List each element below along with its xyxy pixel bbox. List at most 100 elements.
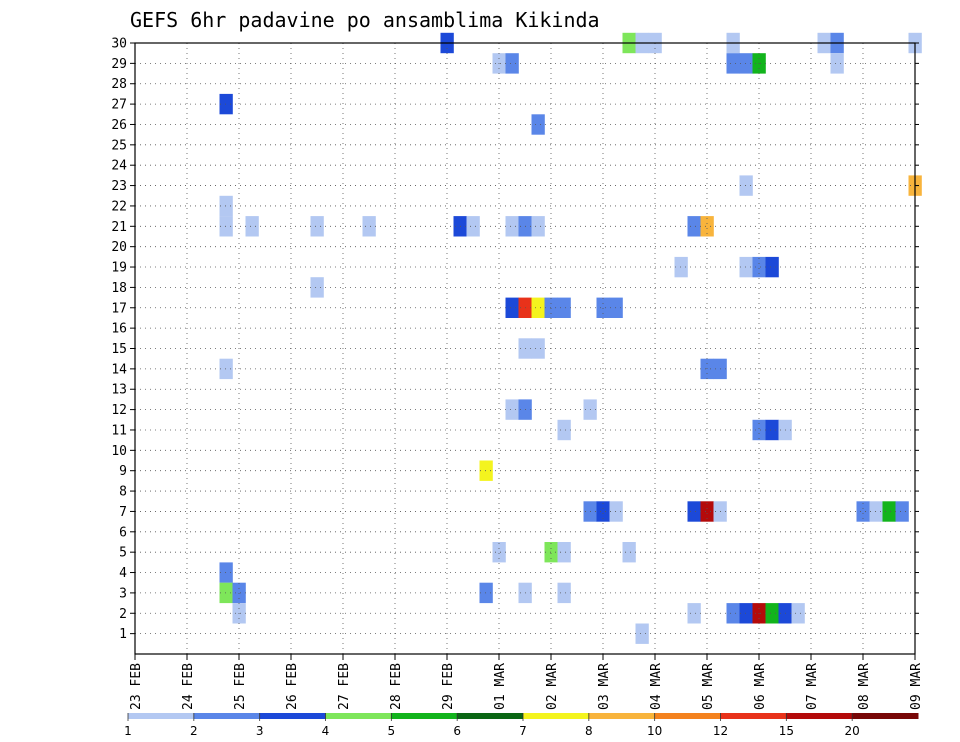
precip-cell <box>609 297 623 318</box>
axes-layer: 1234567891011121314151617181920212223242… <box>111 37 924 710</box>
precip-cell <box>856 501 870 522</box>
y-tick-label: 13 <box>111 383 127 398</box>
colorbar-label: 7 <box>519 724 527 738</box>
x-tick-label: 05 MAR <box>701 663 716 710</box>
precip-cell <box>466 216 480 237</box>
y-tick-label: 15 <box>111 342 127 357</box>
y-tick-label: 1 <box>119 627 127 642</box>
y-tick-label: 10 <box>111 444 127 459</box>
precip-cell <box>219 195 233 217</box>
precip-cell <box>557 542 571 563</box>
x-tick-label: 27 FEB <box>337 663 352 710</box>
x-tick-label: 06 MAR <box>753 663 768 710</box>
precip-cell <box>310 277 324 298</box>
colorbar-label: 10 <box>647 724 662 738</box>
precip-cell <box>219 358 233 380</box>
colorbar-swatch <box>588 713 656 719</box>
colorbar-swatch <box>457 713 524 719</box>
precip-cell <box>531 216 545 237</box>
precip-cell <box>635 623 649 644</box>
colorbar-swatch <box>259 713 326 719</box>
precip-cell <box>531 297 545 318</box>
y-tick-label: 12 <box>111 403 127 418</box>
precip-cell <box>739 53 753 74</box>
y-tick-label: 14 <box>111 362 127 377</box>
precip-cell <box>505 216 519 237</box>
precip-cell <box>544 297 558 318</box>
precip-cell <box>505 297 519 318</box>
colorbar-swatch <box>193 713 261 719</box>
precip-cell <box>531 114 545 135</box>
colorbar-label: 8 <box>585 724 593 738</box>
y-tick-label: 4 <box>119 566 127 581</box>
x-tick-label: 07 MAR <box>805 663 820 710</box>
colorbar-swatch <box>654 713 721 719</box>
colorbar-label: 4 <box>322 724 330 738</box>
precip-cell <box>882 501 896 522</box>
precip-cell <box>895 501 909 522</box>
precip-cell <box>219 93 233 115</box>
y-tick-label: 11 <box>111 423 127 438</box>
precip-cell <box>739 175 753 196</box>
cells-layer <box>219 32 922 644</box>
colorbar-label: 3 <box>256 724 264 738</box>
y-tick-label: 6 <box>119 525 127 540</box>
precip-cell <box>687 603 701 624</box>
y-tick-label: 26 <box>111 118 127 133</box>
colorbar-label: 1 <box>124 724 132 738</box>
y-tick-label: 24 <box>111 159 127 174</box>
precip-cell <box>674 256 688 278</box>
y-tick-label: 27 <box>111 98 127 113</box>
precip-cell <box>557 582 571 604</box>
precip-cell <box>752 419 766 441</box>
colorbar-swatch <box>128 713 195 719</box>
precip-cell <box>310 216 324 237</box>
colorbar: 1 2 3 4 5 6 7 8 10 12 15 20 <box>124 713 919 738</box>
y-tick-label: 22 <box>111 199 127 214</box>
x-tick-label: 09 MAR <box>909 663 924 710</box>
x-tick-label: 08 MAR <box>857 663 872 710</box>
x-tick-label: 03 MAR <box>597 663 612 710</box>
precip-cell <box>557 419 571 441</box>
y-tick-label: 17 <box>111 301 127 316</box>
precip-cell <box>232 582 246 604</box>
precip-cell <box>765 419 779 441</box>
precip-cell <box>544 542 558 563</box>
y-tick-label: 7 <box>119 505 127 520</box>
y-tick-label: 3 <box>119 586 127 601</box>
precip-cell <box>362 216 376 237</box>
x-tick-label: 26 FEB <box>285 663 300 710</box>
precip-cell <box>219 216 233 237</box>
precip-cell <box>596 297 610 318</box>
chart-title: GEFS 6hr padavine po ansamblima Kikinda <box>130 8 600 32</box>
precip-cell <box>479 460 493 481</box>
y-tick-label: 21 <box>111 220 127 235</box>
y-tick-label: 28 <box>111 77 127 92</box>
y-tick-label: 18 <box>111 281 127 296</box>
colorbar-label: 5 <box>388 724 396 738</box>
y-tick-label: 8 <box>119 485 127 500</box>
precip-cell <box>700 501 714 522</box>
precip-cell <box>726 603 740 624</box>
y-tick-label: 19 <box>111 261 127 276</box>
precip-cell <box>700 216 714 237</box>
colorbar-label: 15 <box>779 724 794 738</box>
colorbar-label: 20 <box>845 724 860 738</box>
precip-cell <box>505 399 519 420</box>
y-tick-label: 29 <box>111 57 127 72</box>
precip-cell <box>479 582 493 604</box>
precip-cell <box>687 216 701 237</box>
precip-cell <box>609 501 623 522</box>
precip-cell <box>492 542 506 563</box>
precip-cell <box>557 297 571 318</box>
precip-cell <box>752 256 766 278</box>
precip-cell <box>765 603 779 624</box>
precip-cell <box>739 603 753 624</box>
y-tick-label: 20 <box>111 240 127 255</box>
x-tick-label: 28 FEB <box>389 663 404 710</box>
precip-cell <box>739 256 753 278</box>
precip-cell <box>219 562 233 583</box>
colorbar-swatch <box>720 713 787 719</box>
